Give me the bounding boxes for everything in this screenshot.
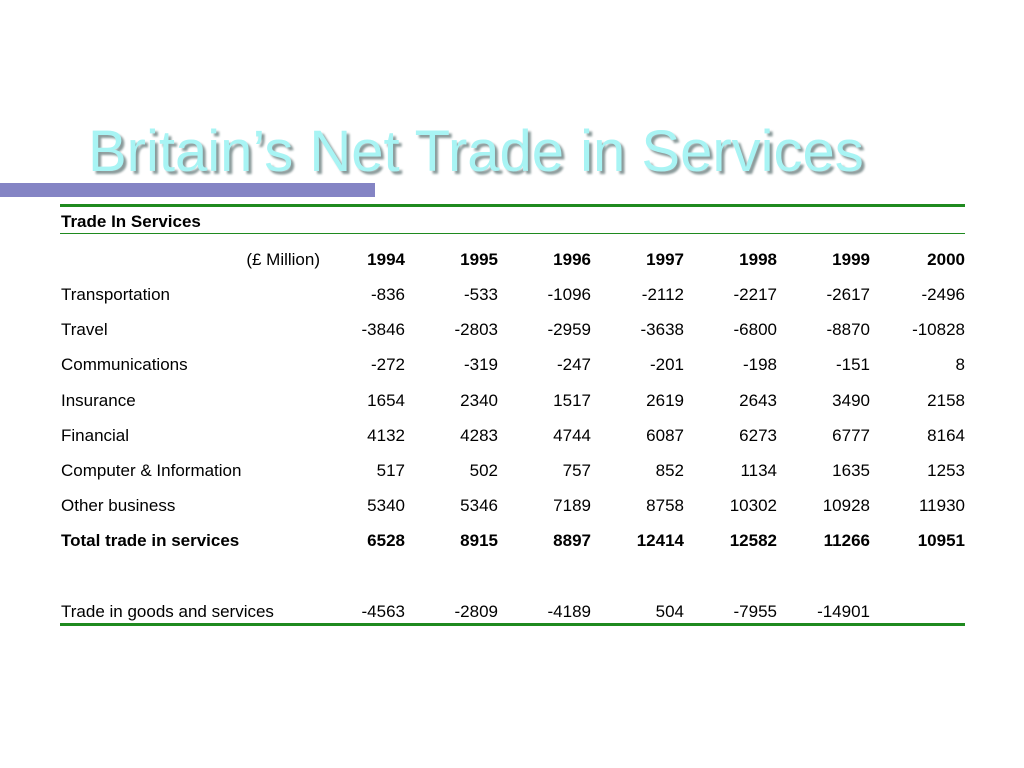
value-cell: 1517 [553, 390, 591, 410]
value-cell: -2803 [454, 320, 498, 340]
bottom-rule [60, 623, 965, 626]
year-header: 1996 [553, 250, 591, 269]
value-cell: 5340 [367, 496, 405, 516]
value-cell: 6528 [367, 531, 405, 550]
caption-rule [60, 233, 965, 234]
value-cell: 7189 [553, 496, 591, 516]
value-cell: -2617 [826, 285, 870, 304]
value-cell: 2643 [739, 390, 777, 410]
value-cell: 4283 [460, 425, 498, 445]
value-cell: -2217 [733, 285, 777, 304]
value-cell: 6777 [832, 425, 870, 445]
value-cell: -836 [370, 285, 405, 304]
value-cell: 517 [376, 461, 405, 480]
year-header: 1994 [367, 250, 405, 269]
value-cell: 8164 [927, 425, 965, 445]
value-cell: -10828 [912, 320, 965, 340]
row-label: Total trade in services [61, 531, 240, 550]
value-cell: -3846 [361, 320, 405, 340]
value-cell: -151 [835, 355, 870, 375]
row-label: Travel [61, 320, 108, 340]
value-cell: 1654 [367, 390, 405, 410]
value-cell: 11266 [823, 531, 870, 550]
value-cell: -2496 [921, 285, 965, 304]
value-cell: -201 [649, 355, 684, 375]
value-cell: 1134 [740, 461, 777, 480]
row-label: Transportation [61, 285, 170, 304]
value-cell: 8758 [646, 496, 684, 516]
value-cell: -4563 [361, 602, 405, 621]
year-header: 1999 [832, 250, 870, 269]
year-header: 1997 [646, 250, 684, 269]
value-cell: -2809 [454, 602, 498, 621]
value-cell: -14901 [817, 602, 870, 621]
value-cell: -1096 [547, 285, 591, 304]
value-cell: -247 [556, 355, 591, 375]
value-cell: 4744 [553, 425, 591, 445]
value-cell: -198 [742, 355, 777, 375]
value-cell: 12414 [636, 531, 684, 550]
value-cell: 502 [469, 461, 498, 480]
unit-label: (£ Million) [246, 250, 320, 269]
row-label: Financial [61, 425, 130, 445]
slide-title: Britain’s Net Trade in Services [88, 119, 864, 184]
value-cell: 2158 [927, 390, 965, 410]
row-label: Communications [61, 355, 188, 375]
value-cell: 757 [562, 461, 591, 480]
year-header: 1995 [460, 250, 498, 269]
value-cell: -2112 [641, 285, 684, 304]
accent-bar [0, 183, 375, 197]
value-cell: 6273 [739, 425, 777, 445]
value-cell: 1635 [832, 461, 870, 480]
value-cell: 10928 [822, 496, 870, 516]
value-cell: -8870 [826, 320, 870, 340]
row-label: Insurance [61, 390, 136, 410]
row-label: Other business [61, 496, 176, 516]
row-label: Computer & Information [61, 461, 242, 480]
value-cell: -533 [463, 285, 498, 304]
value-cell: -2959 [547, 320, 591, 340]
value-cell: 1253 [927, 461, 965, 480]
value-cell: 10951 [917, 531, 965, 550]
value-cell: 3490 [832, 390, 870, 410]
row-label: Trade in goods and services [61, 602, 274, 621]
value-cell: 10302 [729, 496, 777, 516]
top-rule [60, 204, 965, 207]
value-cell: -4189 [547, 602, 591, 621]
value-cell: 852 [655, 461, 684, 480]
value-cell: -3638 [640, 320, 684, 340]
value-cell: 11930 [918, 496, 965, 516]
value-cell: 8897 [553, 531, 591, 550]
year-header: 1998 [739, 250, 777, 269]
table-caption: Trade In Services [61, 212, 201, 231]
value-cell: -319 [463, 355, 498, 375]
value-cell: 504 [655, 602, 684, 621]
value-cell: 12582 [729, 531, 777, 550]
value-cell: 5346 [460, 496, 498, 516]
value-cell: 2340 [460, 390, 498, 410]
year-header: 2000 [927, 250, 965, 269]
value-cell: 2619 [646, 390, 684, 410]
value-cell: 8915 [460, 531, 498, 550]
value-cell: 6087 [646, 425, 684, 445]
value-cell: -272 [370, 355, 405, 375]
value-cell: -6800 [733, 320, 777, 340]
value-cell: -7955 [733, 602, 777, 621]
value-cell: 4132 [367, 425, 405, 445]
value-cell: 8 [955, 355, 965, 375]
